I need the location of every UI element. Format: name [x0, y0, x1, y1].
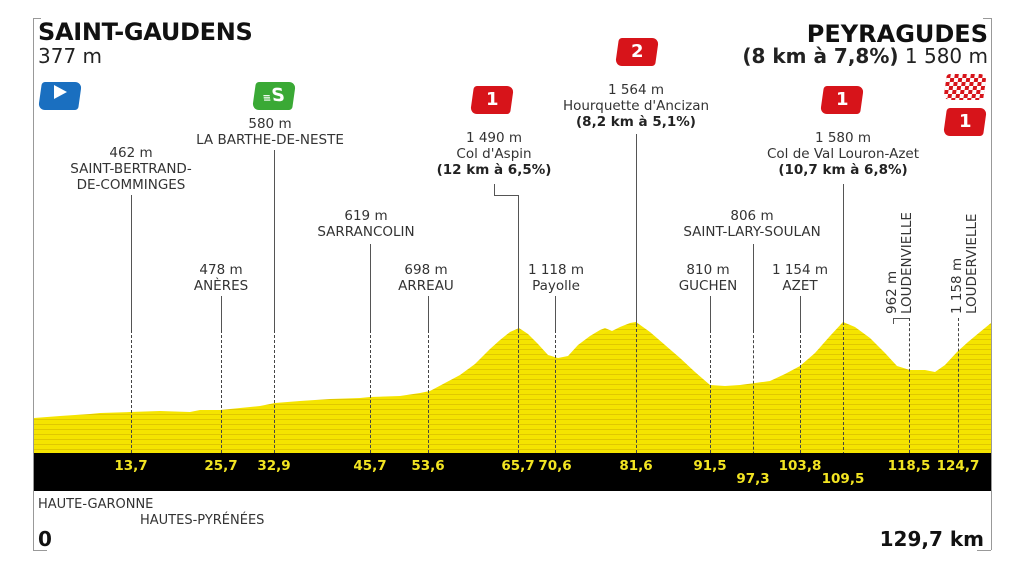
frame-corner [33, 18, 41, 19]
distance-bar [34, 453, 991, 491]
waypoint-line [131, 195, 132, 330]
km-marker: 13,7 [114, 458, 148, 474]
waypoint-col-d-aspin: 1 490 m Col d'Aspin (12 km à 6,5%) [436, 130, 552, 178]
km-marker: 45,7 [353, 458, 387, 474]
waypoint-line [636, 134, 637, 324]
waypoint-saint-bertrand: 462 m SAINT-BERTRAND- DE-COMMINGES [70, 145, 192, 193]
waypoint-dash [909, 318, 910, 453]
waypoint-guchen: 810 m GUCHEN [678, 262, 738, 294]
start-town: SAINT-GAUDENS [38, 18, 253, 46]
km-marker: 70,6 [538, 458, 572, 474]
waypoint-hourquette-d-ancizan: 1 564 m Hourquette d'Ancizan (8,2 km à 5,1… [562, 82, 710, 130]
waypoint-line [428, 296, 429, 330]
km-marker: 81,6 [619, 458, 653, 474]
waypoint-col-de-val-louron-azet: 1 580 m Col de Val Louron-Azet (10,7 km à … [766, 130, 920, 178]
km-marker: 32,9 [257, 458, 291, 474]
frame-corner [983, 18, 991, 19]
waypoint-elbow [893, 318, 909, 319]
waypoint-elbow [494, 195, 519, 196]
waypoint-line [893, 318, 894, 324]
waypoint-line [494, 184, 495, 196]
km-marker: 97,3 [736, 471, 770, 487]
waypoint-la-barthe-de-neste: 580 m LA BARTHE-DE-NESTE [196, 116, 344, 148]
km-marker: 65,7 [501, 458, 535, 474]
waypoint-loudervielle: 1 158 m LOUDERVIELLE [949, 213, 980, 314]
frame-corner [33, 550, 47, 551]
waypoint-line [753, 244, 754, 330]
waypoint-line [843, 184, 844, 322]
waypoint-line [800, 296, 801, 330]
km-marker: 91,5 [693, 458, 727, 474]
start-km: 0 [38, 527, 52, 551]
waypoint-loudenvielle: 962 m LOUDENVIELLE [884, 212, 915, 314]
waypoint-dash [518, 330, 519, 453]
frame-right [991, 18, 992, 550]
waypoint-arreau: 698 m ARREAU [398, 262, 454, 294]
waypoint-dash [131, 330, 132, 453]
waypoint-dash [370, 330, 371, 453]
waypoint-dash [843, 322, 844, 480]
waypoint-dash [710, 330, 711, 453]
waypoint-line [370, 244, 371, 330]
km-marker: 118,5 [887, 458, 931, 474]
frame-left [33, 18, 34, 550]
waypoint-line [555, 296, 556, 330]
finish-altitude: 1 580 m [904, 44, 988, 68]
km-marker: 109,5 [821, 471, 865, 487]
waypoint-aneres: 478 m ANÈRES [193, 262, 249, 294]
finish-climb: (8 km à 7,8%) [742, 44, 899, 68]
waypoint-line [710, 296, 711, 330]
km-marker: 103,8 [778, 458, 822, 474]
waypoint-dash [555, 330, 556, 453]
start-altitude: 377 m [38, 44, 103, 68]
waypoint-sarrancolin: 619 m SARRANCOLIN [317, 208, 415, 240]
waypoint-dash [958, 318, 959, 453]
profile-area [34, 322, 991, 453]
waypoint-dash [428, 330, 429, 453]
waypoint-line [221, 296, 222, 330]
waypoint-line [274, 150, 275, 330]
waypoint-dash [800, 330, 801, 453]
finish-town: PEYRAGUDES [806, 20, 988, 48]
waypoint-dash [753, 330, 754, 480]
waypoint-dash [221, 330, 222, 453]
total-distance: 129,7 km [879, 527, 984, 551]
region-hautes-pyrenees: HAUTES-PYRÉNÉES [140, 513, 265, 528]
km-marker: 124,7 [936, 458, 980, 474]
km-marker: 25,7 [204, 458, 238, 474]
finish-details: (8 km à 7,8%) 1 580 m [742, 44, 988, 68]
waypoint-line [518, 195, 519, 330]
start-flag-icon [38, 82, 82, 110]
region-haute-garonne: HAUTE-GARONNE [38, 497, 154, 512]
waypoint-dash [636, 324, 637, 453]
frame-corner [977, 550, 991, 551]
waypoint-dash [274, 330, 275, 453]
waypoint-saint-lary-soulan: 806 m SAINT-LARY-SOULAN [683, 208, 821, 240]
waypoint-azet: 1 154 m AZET [771, 262, 829, 294]
km-marker: 53,6 [411, 458, 445, 474]
waypoint-payolle: 1 118 m Payolle [527, 262, 585, 294]
